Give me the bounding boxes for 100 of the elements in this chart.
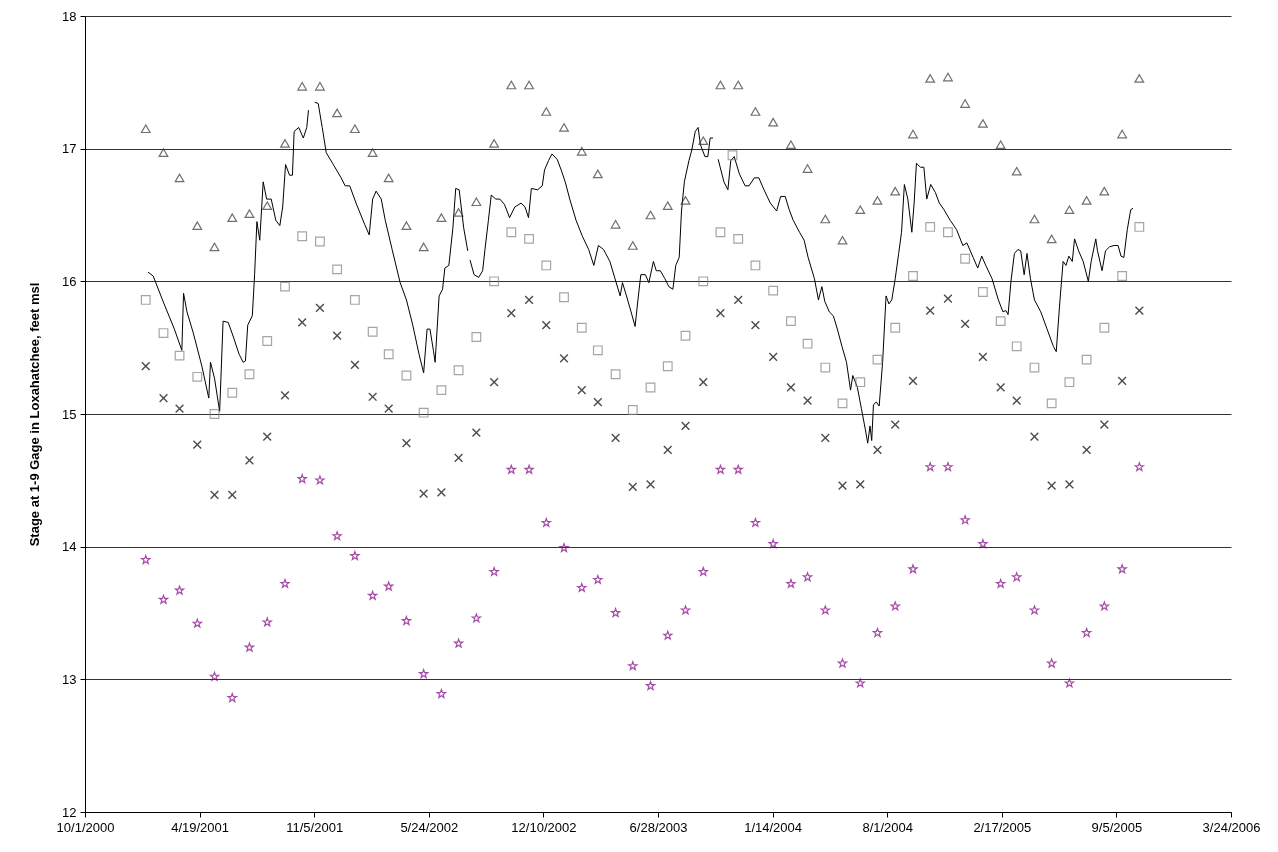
point <box>820 362 831 373</box>
x-tick-label: 2/17/2005 <box>973 819 1032 835</box>
point <box>192 618 203 628</box>
point <box>1064 205 1075 215</box>
point <box>610 369 621 380</box>
point <box>663 630 673 640</box>
point <box>733 464 743 474</box>
point <box>506 464 517 474</box>
point <box>837 235 848 245</box>
point <box>786 316 796 327</box>
point <box>925 222 936 232</box>
point <box>908 129 918 139</box>
point <box>280 390 290 400</box>
point <box>297 81 308 91</box>
point <box>592 169 603 179</box>
point <box>786 382 796 393</box>
point <box>1064 479 1074 489</box>
point <box>645 681 656 691</box>
x-tick-label: 1/14/2004 <box>744 819 803 835</box>
point <box>383 349 394 360</box>
point <box>611 433 621 443</box>
point <box>280 281 290 292</box>
point <box>610 608 621 618</box>
point <box>158 594 169 604</box>
point <box>1011 341 1022 352</box>
y-tick-label: 13 <box>62 671 77 687</box>
point <box>996 382 1006 393</box>
point <box>140 124 151 134</box>
point <box>436 487 446 497</box>
point <box>471 332 482 342</box>
point <box>559 123 569 132</box>
point <box>837 481 848 491</box>
point <box>262 431 272 442</box>
point <box>960 515 970 525</box>
point <box>559 292 569 303</box>
point <box>349 294 360 305</box>
point <box>297 474 307 484</box>
point <box>855 205 866 215</box>
point <box>209 671 220 681</box>
point <box>995 578 1006 588</box>
y-tick-label: 17 <box>62 141 77 157</box>
point <box>1064 377 1075 388</box>
point <box>418 407 429 418</box>
point <box>820 433 830 443</box>
point <box>244 642 255 652</box>
point <box>280 578 290 588</box>
x-tick-label: 3/24/2006 <box>1202 819 1261 835</box>
point <box>192 439 202 450</box>
point <box>1081 627 1092 637</box>
point <box>727 150 738 161</box>
point <box>593 574 603 584</box>
point <box>297 231 308 242</box>
point <box>890 420 900 430</box>
point <box>367 590 378 600</box>
point <box>855 678 865 688</box>
point <box>943 294 953 304</box>
point <box>802 396 813 406</box>
point <box>227 692 237 703</box>
point <box>384 404 394 414</box>
point <box>802 338 813 349</box>
point <box>890 601 900 611</box>
point <box>419 489 429 499</box>
point <box>1134 74 1145 83</box>
point <box>1011 166 1022 176</box>
point <box>768 117 779 127</box>
point <box>768 285 779 296</box>
point <box>436 385 447 396</box>
point <box>1099 420 1109 430</box>
x-tick-label: 12/10/2002 <box>511 819 577 835</box>
point <box>158 328 169 338</box>
x-tick-label: 4/19/2001 <box>171 819 230 835</box>
point <box>715 308 726 318</box>
point <box>315 475 325 485</box>
y-tick-label: 12 <box>62 804 77 820</box>
point <box>1029 605 1040 615</box>
point <box>977 287 988 297</box>
point <box>943 72 953 82</box>
point <box>174 173 185 183</box>
point <box>489 377 499 387</box>
point <box>524 295 534 305</box>
point <box>262 617 272 627</box>
point <box>1099 322 1110 333</box>
point <box>471 428 481 438</box>
point <box>577 385 587 395</box>
point <box>872 445 883 455</box>
point <box>174 350 185 361</box>
point <box>418 669 429 679</box>
point <box>1117 376 1127 386</box>
point <box>1064 678 1075 688</box>
point <box>733 233 744 244</box>
point <box>872 196 883 205</box>
point <box>454 453 464 463</box>
point <box>627 405 638 415</box>
point <box>506 80 517 90</box>
x-tick-label: 9/5/2005 <box>1091 819 1143 835</box>
point <box>541 107 552 116</box>
point <box>209 409 220 419</box>
point <box>524 233 535 244</box>
point <box>680 421 691 431</box>
point <box>1117 564 1127 574</box>
